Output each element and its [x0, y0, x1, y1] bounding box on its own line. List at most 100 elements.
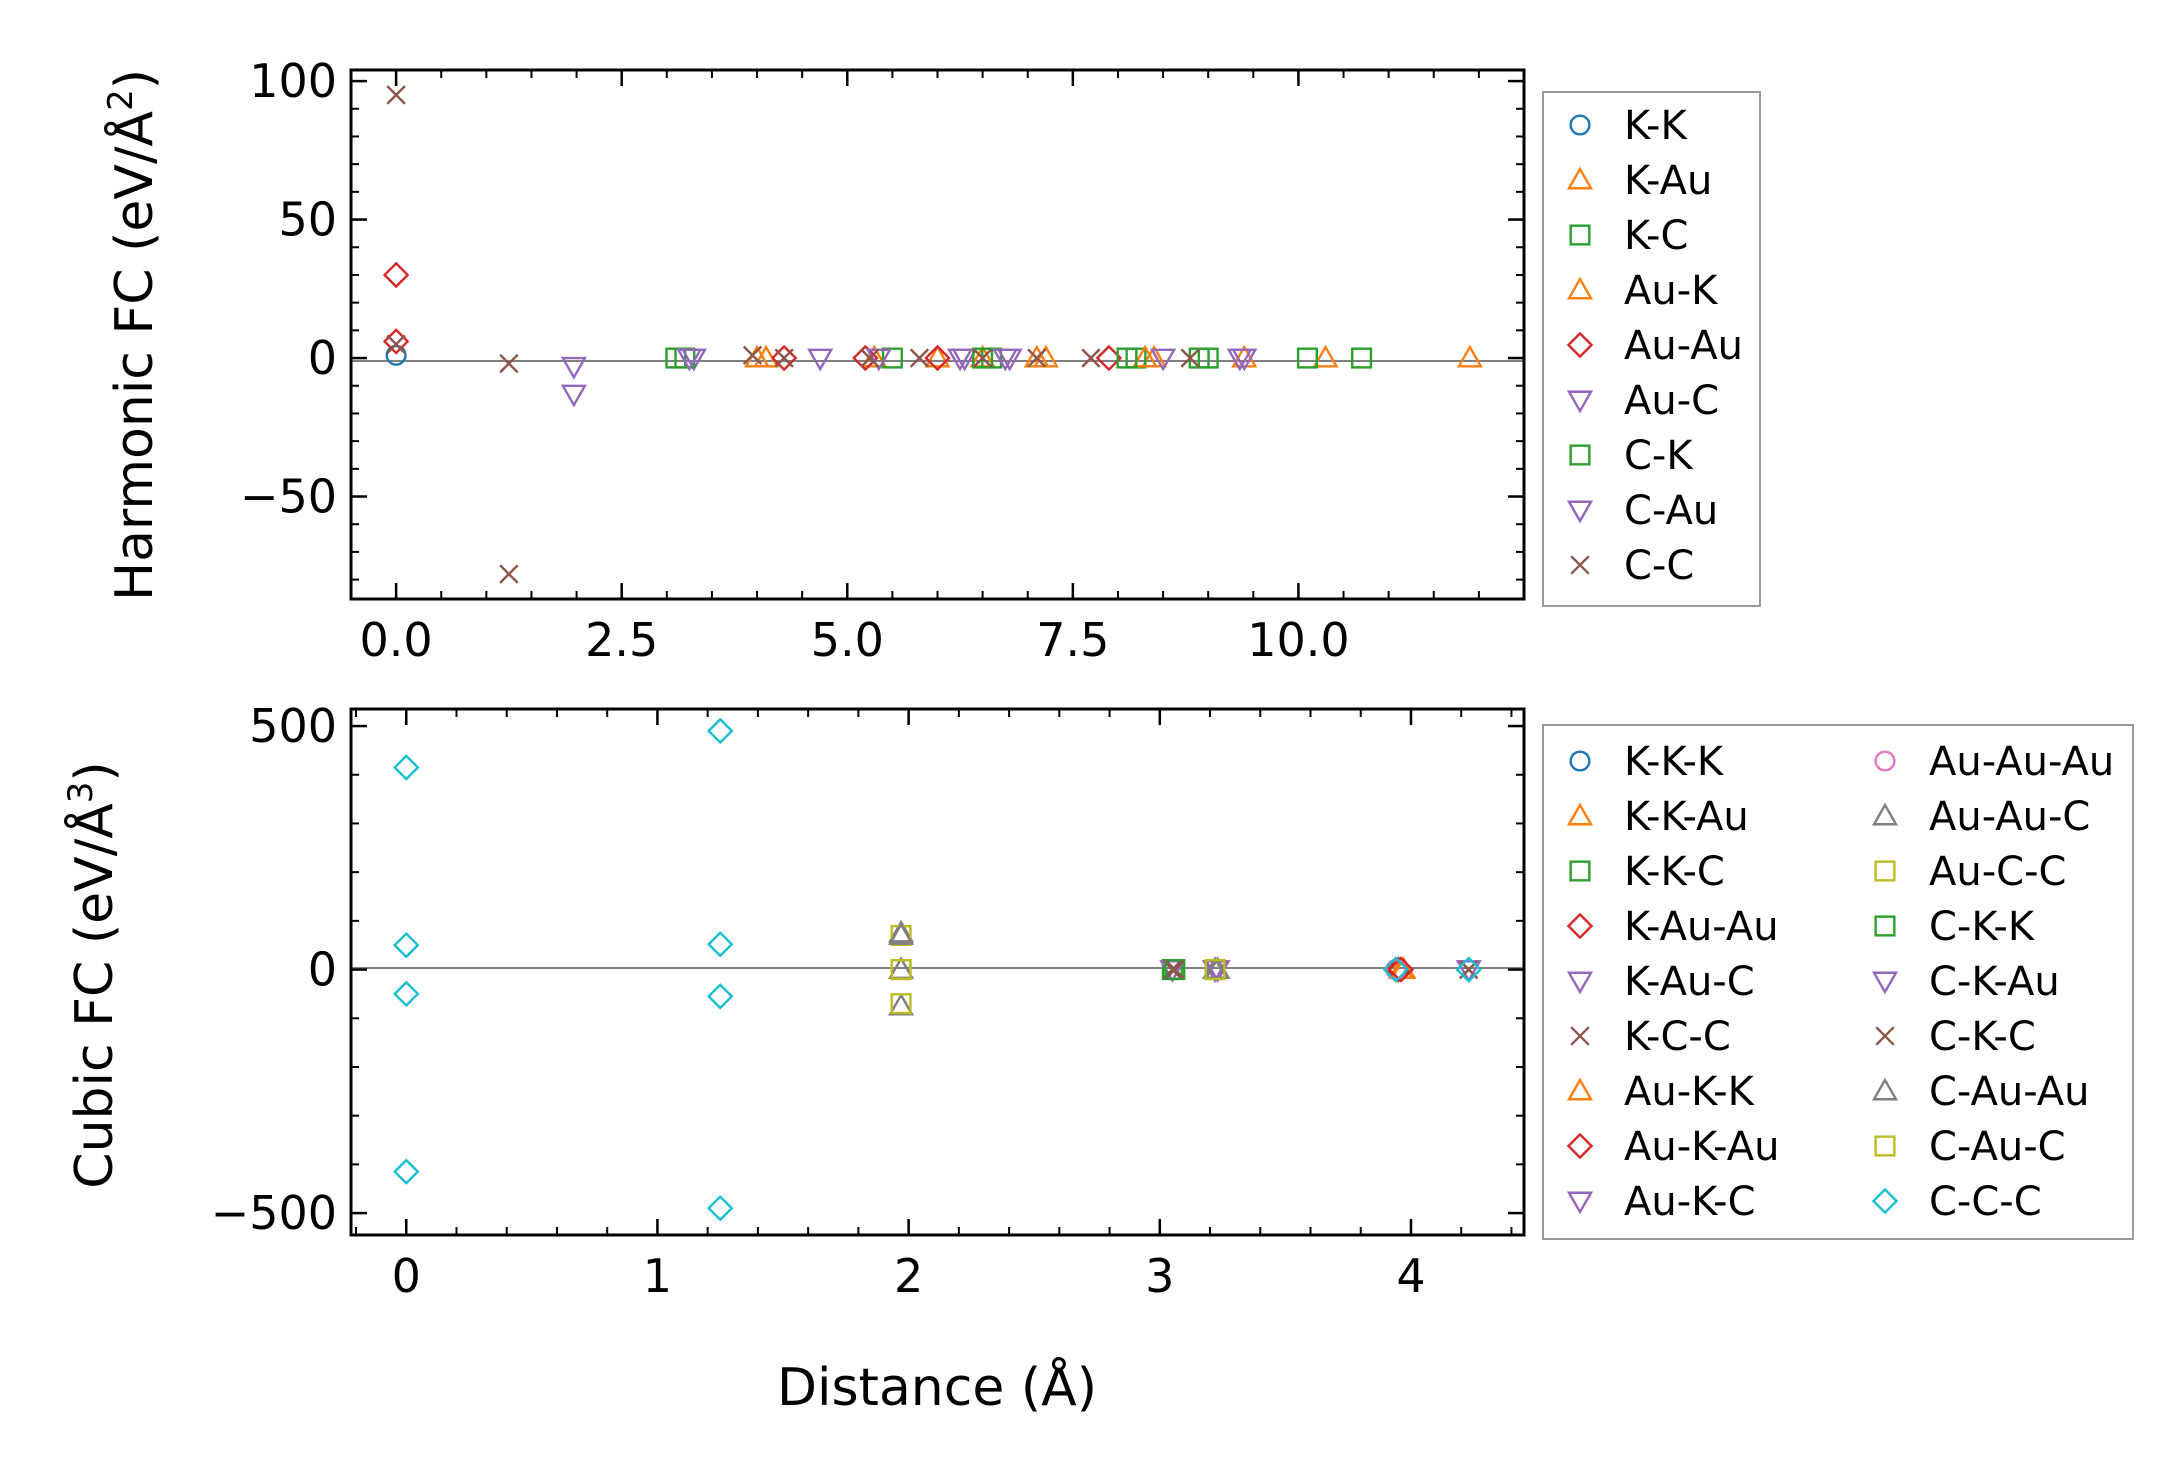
legend-label: K-Au-C: [1624, 959, 1755, 1005]
legend-label: K-Au-Au: [1624, 904, 1779, 950]
data-point-au-au-c: [888, 919, 915, 943]
cubic-legend-box: [1542, 724, 2134, 1240]
legend-label: K-K-C: [1624, 849, 1725, 895]
legend-item-c-k-k: C-K-K: [1874, 904, 2036, 950]
data-point-c-c-c: [706, 717, 734, 745]
legend-marker-k-au: [1566, 166, 1594, 190]
data-point-au-c: [560, 384, 587, 408]
legend-item-k-k-au: K-K-Au: [1566, 794, 1749, 840]
y-tick-label: 50: [278, 193, 337, 247]
harmonic-points: [382, 85, 1483, 584]
legend-label: C-K-K: [1929, 904, 2036, 950]
data-point-au-au: [924, 344, 951, 372]
legend-marker-c-au-au: [1871, 1077, 1899, 1101]
legend-label: Au-Au-Au: [1929, 739, 2114, 785]
legend-marker-k-c-c: [1570, 1026, 1590, 1046]
legend-item-k-k-c: K-K-C: [1569, 849, 1725, 895]
legend-marker-c-k: [1569, 444, 1591, 466]
legend-item-c-k-c: C-K-C: [1875, 1014, 2036, 1060]
data-point-c-c-c: [393, 980, 420, 1008]
data-point-c-au: [1226, 348, 1253, 372]
data-point-au-k: [752, 344, 780, 368]
legend-marker-k-c: [1569, 224, 1591, 246]
legend-item-k-k: K-K: [1569, 103, 1688, 149]
y-tick-label: 100: [249, 54, 337, 108]
data-point-c-au: [946, 348, 974, 372]
data-point-c-au: [676, 348, 703, 372]
data-point-c-c-c: [1382, 956, 1410, 983]
legend-label: K-C-C: [1624, 1014, 1731, 1060]
legend-item-k-au-au: K-Au-Au: [1566, 904, 1779, 950]
harmonic-fc-panel: 0.0 2.5 5.0 7.5 10.0 100 50 0 −50 Harmonic FC (e…: [101, 54, 1526, 667]
legend-label: C-C-C: [1929, 1179, 2042, 1225]
x-tick-label: 2: [894, 1249, 923, 1303]
legend-item-c-k: C-K: [1569, 433, 1694, 479]
cubic-axes-frame: [349, 707, 1526, 1237]
legend-marker-c-c-c: [1871, 1187, 1899, 1215]
data-point-c-c: [742, 345, 763, 365]
y-tick-label: −50: [240, 470, 337, 524]
cubic-legend: K-K-K K-K-Au K-K-C K-Au-Au K-Au-C K-C-C Au-K-K…: [1542, 724, 2134, 1240]
data-point-k-c: [1296, 347, 1318, 369]
legend-item-c-k-au: C-K-Au: [1871, 959, 2060, 1005]
legend-marker-c-k-au: [1871, 971, 1899, 995]
data-point-c-c: [774, 348, 794, 368]
y-tick-label: 0: [308, 943, 337, 997]
data-point-c-c: [386, 85, 406, 105]
legend-marker-k-k: [1569, 114, 1591, 136]
data-point-k-au: [1231, 344, 1258, 368]
legend-item-k-c: K-C: [1569, 213, 1688, 259]
data-point-c-k: [1116, 347, 1138, 369]
harmonic-axes-frame: [349, 68, 1526, 601]
legend-marker-au-au: [1566, 331, 1594, 359]
data-point-c-c-c: [706, 930, 734, 958]
data-point-au-k: [924, 344, 951, 368]
legend-label: C-C: [1624, 543, 1694, 589]
legend-item-au-k-au: Au-K-Au: [1566, 1124, 1779, 1170]
legend-item-au-k: Au-K: [1566, 268, 1719, 314]
legend-marker-k-k-c: [1569, 860, 1591, 882]
data-point-k-au: [1456, 344, 1483, 368]
legend-label: C-Au: [1624, 488, 1718, 534]
x-tick-label: 1: [643, 1249, 672, 1303]
legend-label: Au-C-C: [1929, 849, 2066, 895]
data-point-k-c: [1351, 347, 1373, 369]
legend-label: C-K-Au: [1929, 959, 2060, 1005]
data-point-c-c: [972, 348, 993, 368]
legend-item-au-c-c: Au-C-C: [1874, 849, 2066, 895]
legend-label: Au-C: [1624, 378, 1719, 424]
data-point-au-au: [770, 344, 798, 372]
legend-label: K-Au: [1624, 158, 1712, 204]
y-tick-label: 500: [249, 699, 337, 753]
data-point-c-k-k: [1164, 959, 1186, 981]
harmonic-ticks: 0.0 2.5 5.0 7.5 10.0 100 50 0 −50: [240, 54, 1525, 667]
x-tick-label: 0.0: [360, 613, 433, 667]
legend-marker-au-k-au: [1566, 1132, 1594, 1160]
legend-marker-au-k-c: [1566, 1191, 1594, 1215]
x-tick-label: 2.5: [585, 613, 658, 667]
legend-item-au-au-c: Au-Au-C: [1871, 794, 2090, 840]
data-point-c-c: [909, 348, 930, 368]
data-point-au-au-au: [1385, 959, 1407, 981]
legend-marker-c-k-c: [1875, 1026, 1895, 1046]
data-point-c-c: [386, 334, 406, 354]
legend-item-au-k-k: Au-K-K: [1566, 1069, 1756, 1115]
legend-marker-c-k-k: [1874, 915, 1896, 937]
x-tick-label: 3: [1145, 1249, 1174, 1303]
data-point-au-c: [1150, 348, 1177, 372]
legend-item-c-au-c: C-Au-C: [1874, 1124, 2066, 1170]
harmonic-legend: K-K K-Au K-C Au-K Au-Au Au-C C-K C-Au C-C: [1542, 91, 1761, 607]
legend-label: K-K: [1624, 103, 1688, 149]
legend-label: C-Au-C: [1929, 1124, 2066, 1170]
legend-item-c-c-c: C-C-C: [1871, 1179, 2042, 1225]
x-tick-label: 5.0: [811, 613, 884, 667]
data-point-au-k-c: [1455, 960, 1482, 983]
cubic-points: [393, 717, 1482, 1222]
data-point-au-au-c: [888, 992, 915, 1016]
cubic-ylabel: Cubic FC (eV/Å3): [61, 761, 125, 1188]
legend-label: K-K-Au: [1624, 794, 1749, 840]
legend-marker-k-au-au: [1566, 912, 1594, 940]
legend-item-au-k-c: Au-K-C: [1566, 1179, 1756, 1225]
cubic-fc-panel: 0 1 2 3 4 500 0 −500 Cubic FC (eV/Å3) Distance …: [61, 699, 1526, 1418]
data-point-k-au: [1312, 344, 1339, 368]
